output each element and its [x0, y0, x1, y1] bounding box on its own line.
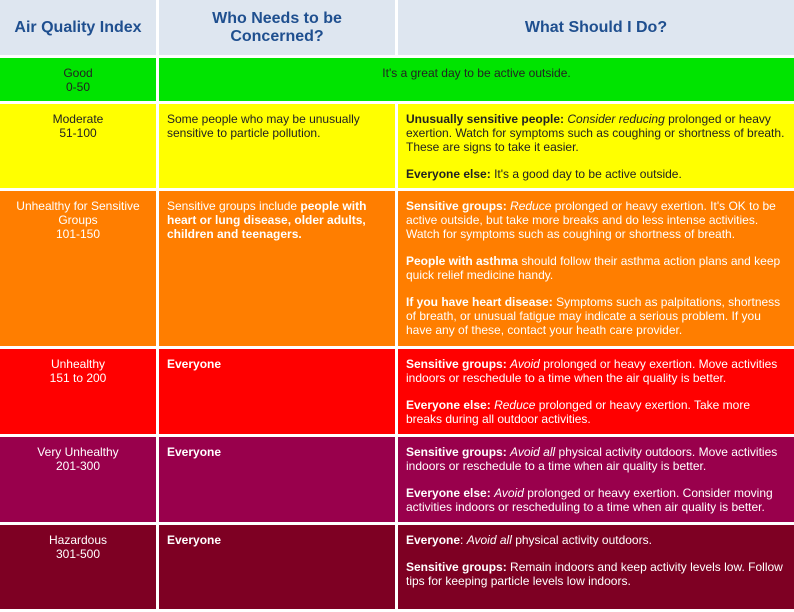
who-text: Everyone — [167, 533, 222, 547]
level-cell: Hazardous 301-500 — [0, 525, 156, 609]
advice-text: Symptoms such as palpitations, shortness… — [406, 295, 781, 337]
who-text: Everyone — [167, 357, 222, 371]
who-cell: Everyone — [159, 349, 395, 434]
advice-paragraph: Sensitive groups: Avoid prolonged or hea… — [406, 357, 786, 385]
header-aqi: Air Quality Index — [0, 0, 156, 55]
advice-text: prolonged or heavy exertion. Take more b… — [406, 398, 751, 426]
advice-paragraph: Sensitive groups: Reduce prolonged or he… — [406, 199, 786, 241]
advice-emphasis: Reduce — [510, 199, 552, 213]
advice-paragraph: People with asthma should follow their a… — [406, 254, 786, 282]
advice-cell: Sensitive groups: Reduce prolonged or he… — [398, 191, 794, 346]
advice-cell: Unusually sensitive people: Consider red… — [398, 104, 794, 188]
advice-emphasis: Consider reducing — [567, 112, 665, 126]
advice-lead: Sensitive groups: — [406, 445, 507, 459]
advice-text: should follow their asthma action plans … — [406, 254, 781, 282]
advice-lead: Everyone else: — [406, 167, 491, 181]
advice-lead: Everyone else: — [406, 486, 491, 500]
who-text: Sensitive groups include — [167, 199, 298, 213]
advice-paragraph: If you have heart disease: Symptoms such… — [406, 295, 786, 337]
advice-paragraph: Sensitive groups: Avoid all physical act… — [406, 445, 786, 473]
header-who: Who Needs to be Concerned? — [159, 0, 395, 55]
advice-text: It's a good day to be active outside. — [494, 167, 682, 181]
who-cell: Some people who may be unusually sensiti… — [159, 104, 395, 188]
advice-text: prolonged or heavy exertion. Move activi… — [406, 357, 778, 385]
advice-lead: Sensitive groups: — [406, 560, 507, 574]
header-what: What Should I Do? — [398, 0, 794, 55]
advice-cell: Everyone: Avoid all physical activity ou… — [398, 525, 794, 609]
level-range: 51-100 — [59, 126, 97, 140]
advice-cell: It's a great day to be active outside. — [159, 58, 794, 101]
advice-paragraph: Sensitive groups: Remain indoors and kee… — [406, 560, 786, 588]
level-range: 0-50 — [65, 80, 91, 94]
row-moderate: Moderate 51-100 Some people who may be u… — [0, 104, 794, 188]
level-cell: Unhealthy 151 to 200 — [0, 349, 156, 434]
advice-lead: Unusually sensitive people: — [406, 112, 565, 126]
who-cell: Sensitive groups include people with hea… — [159, 191, 395, 346]
advice-emphasis: Avoid — [494, 486, 524, 500]
advice-colon: : — [460, 533, 464, 547]
advice-text: It's a great day to be active outside. — [382, 66, 571, 80]
advice-emphasis: Avoid — [510, 357, 540, 371]
row-unhealthy-sensitive: Unhealthy for Sensitive Groups 101-150 S… — [0, 191, 794, 346]
level-name: Unhealthy for Sensitive Groups — [16, 199, 140, 227]
advice-text: Remain indoors and keep activity levels … — [406, 560, 783, 588]
advice-emphasis: Avoid all — [510, 445, 556, 459]
row-very-unhealthy: Very Unhealthy 201-300 Everyone Sensitiv… — [0, 437, 794, 522]
level-range: 201-300 — [55, 459, 101, 473]
advice-lead: People with asthma — [406, 254, 519, 268]
level-range: 301-500 — [55, 547, 101, 561]
level-name: Good — [63, 66, 93, 80]
level-range: 101-150 — [55, 227, 101, 241]
advice-text: prolonged or heavy exertion. Consider mo… — [406, 486, 773, 514]
advice-lead: If you have heart disease: — [406, 295, 553, 309]
level-range: 151 to 200 — [49, 371, 107, 385]
advice-cell: Sensitive groups: Avoid prolonged or hea… — [398, 349, 794, 434]
advice-paragraph: Everyone: Avoid all physical activity ou… — [406, 533, 786, 547]
level-name: Very Unhealthy — [37, 445, 119, 459]
advice-text: prolonged or heavy exertion. It's OK to … — [406, 199, 776, 241]
row-good: Good 0-50 It's a great day to be active … — [0, 58, 794, 101]
advice-paragraph: Everyone else: It's a good day to be act… — [406, 167, 786, 181]
level-cell: Good 0-50 — [0, 58, 156, 101]
who-cell: Everyone — [159, 525, 395, 609]
advice-lead: Everyone else: — [406, 398, 491, 412]
advice-cell: Sensitive groups: Avoid all physical act… — [398, 437, 794, 522]
advice-emphasis: Reduce — [494, 398, 536, 412]
advice-emphasis: Avoid all — [466, 533, 512, 547]
level-name: Moderate — [52, 112, 104, 126]
advice-text: physical activity outdoors. — [515, 533, 652, 547]
advice-text: physical activity outdoors. Move activit… — [406, 445, 778, 473]
level-cell: Moderate 51-100 — [0, 104, 156, 188]
who-emphasis: people with heart or lung disease, older… — [167, 199, 367, 241]
who-text: Everyone — [167, 445, 222, 459]
level-name: Unhealthy — [50, 357, 106, 371]
advice-lead: Sensitive groups: — [406, 357, 507, 371]
level-cell: Unhealthy for Sensitive Groups 101-150 — [0, 191, 156, 346]
advice-paragraph: Everyone else: Avoid prolonged or heavy … — [406, 486, 786, 514]
advice-lead: Sensitive groups: — [406, 199, 507, 213]
row-hazardous: Hazardous 301-500 Everyone Everyone: Avo… — [0, 525, 794, 609]
header-row: Air Quality Index Who Needs to be Concer… — [0, 0, 794, 55]
advice-lead: Everyone — [406, 533, 461, 547]
who-cell: Everyone — [159, 437, 395, 522]
advice-paragraph: Unusually sensitive people: Consider red… — [406, 112, 786, 154]
who-text: Some people who may be unusually sensiti… — [167, 112, 360, 140]
advice-paragraph: Everyone else: Reduce prolonged or heavy… — [406, 398, 786, 426]
level-name: Hazardous — [48, 533, 108, 547]
level-cell: Very Unhealthy 201-300 — [0, 437, 156, 522]
advice-text: prolonged or heavy exertion. Watch for s… — [406, 112, 785, 154]
row-unhealthy: Unhealthy 151 to 200 Everyone Sensitive … — [0, 349, 794, 434]
